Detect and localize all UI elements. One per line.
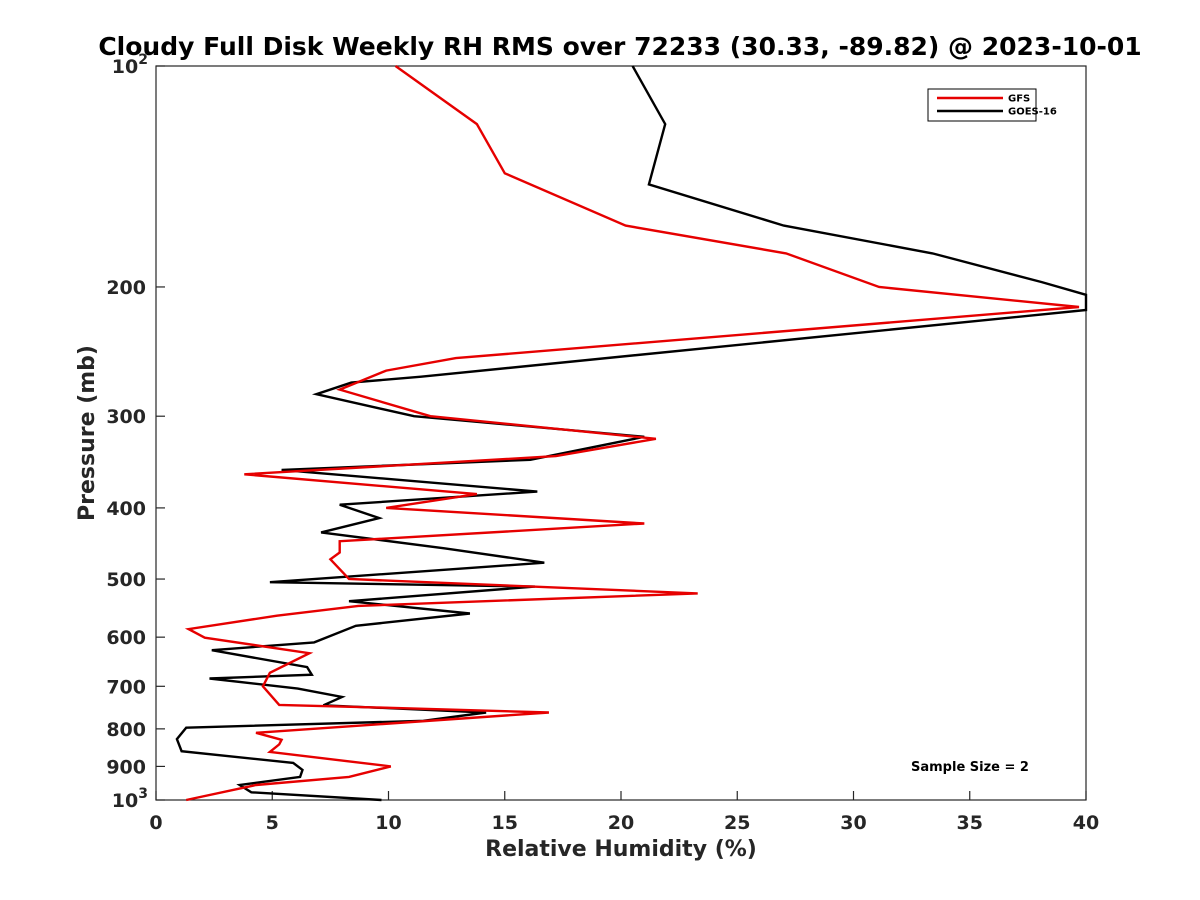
y-tick-label: 400 xyxy=(106,498,146,520)
y-tick-label: 900 xyxy=(106,756,146,778)
y-tick-label: 800 xyxy=(106,719,146,741)
series-line-gfs xyxy=(184,65,1080,802)
x-tick-label: 25 xyxy=(724,812,750,834)
x-axis-label: Relative Humidity (%) xyxy=(485,837,757,862)
sample-size-annotation: Sample Size = 2 xyxy=(911,760,1029,775)
x-axis: 0 5 10 15 20 25 30 35 40 xyxy=(149,791,1099,834)
chart-title: Cloudy Full Disk Weekly RH RMS over 7223… xyxy=(98,32,1141,61)
series-layer xyxy=(175,65,1088,802)
x-tick-label: 0 xyxy=(149,812,162,834)
y-tick-label: 102 xyxy=(112,52,148,78)
y-tick-label: 500 xyxy=(106,569,146,591)
x-tick-label: 35 xyxy=(957,812,983,834)
series-line-goes-16 xyxy=(175,65,1088,802)
x-tick-label: 40 xyxy=(1073,812,1099,834)
x-tick-label: 20 xyxy=(608,812,634,834)
legend-box xyxy=(927,88,1037,122)
legend-label-goes-16: GOES-16 xyxy=(1008,107,1057,118)
y-tick-label: 600 xyxy=(106,627,146,649)
y-axis-label: Pressure (mb) xyxy=(75,345,100,521)
y-axis: 102 200 300 400 500 600 700 800 900 103 xyxy=(106,52,165,812)
x-tick-label: 15 xyxy=(492,812,518,834)
x-tick-label: 5 xyxy=(266,812,279,834)
y-tick-label: 300 xyxy=(106,406,146,428)
plot-frame xyxy=(155,65,1087,801)
legend: GFS GOES-16 xyxy=(927,88,1057,122)
plot-area xyxy=(155,65,1087,801)
y-tick-label: 103 xyxy=(112,786,148,812)
x-tick-label: 10 xyxy=(375,812,401,834)
legend-label-gfs: GFS xyxy=(1008,94,1030,105)
y-tick-label: 700 xyxy=(106,676,146,698)
y-tick-label: 200 xyxy=(106,277,146,299)
x-tick-label: 30 xyxy=(840,812,866,834)
